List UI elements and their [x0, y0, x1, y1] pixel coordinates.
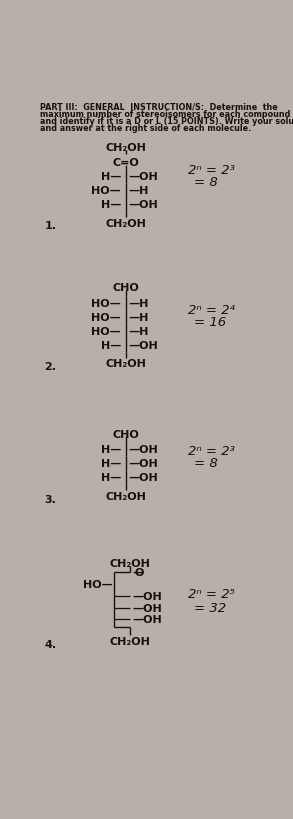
Text: —OH: —OH — [132, 615, 162, 625]
Text: 2ⁿ = 2⁴: 2ⁿ = 2⁴ — [188, 304, 235, 317]
Text: 3.: 3. — [44, 494, 56, 504]
Text: HO—: HO— — [91, 299, 121, 309]
Text: = 8: = 8 — [194, 176, 218, 188]
Text: —OH: —OH — [129, 473, 159, 482]
Text: HO—: HO— — [91, 313, 121, 323]
Text: maximum number of stereoisomers for each compound: maximum number of stereoisomers for each… — [40, 110, 290, 119]
Text: 2.: 2. — [44, 362, 56, 372]
Text: —H: —H — [129, 186, 149, 196]
Text: and answer at the right side of each molecule.: and answer at the right side of each mol… — [40, 124, 251, 133]
Text: O: O — [134, 567, 144, 577]
Text: —: — — [132, 567, 143, 577]
Text: —OH: —OH — [129, 445, 159, 455]
Text: H—: H— — [101, 199, 121, 210]
Text: H—: H— — [101, 473, 121, 482]
Text: 2ⁿ = 2³: 2ⁿ = 2³ — [188, 164, 235, 176]
Text: H—: H— — [101, 459, 121, 468]
Text: —OH: —OH — [129, 172, 159, 182]
Text: CH₂OH: CH₂OH — [105, 143, 146, 153]
Text: CH₂OH: CH₂OH — [105, 491, 146, 501]
Text: —H: —H — [129, 313, 149, 323]
Text: CH₂OH: CH₂OH — [109, 636, 150, 646]
Text: HO—: HO— — [91, 186, 121, 196]
Text: 4.: 4. — [44, 640, 57, 649]
Text: HO—: HO— — [91, 326, 121, 337]
Text: CHO: CHO — [113, 283, 139, 293]
Text: PART III:  GENERAL  INSTRUCTION/S:  Determine  the: PART III: GENERAL INSTRUCTION/S: Determi… — [40, 102, 277, 111]
Text: 2ⁿ = 2⁵: 2ⁿ = 2⁵ — [188, 587, 235, 600]
Text: CH₂OH: CH₂OH — [105, 359, 146, 369]
Text: 1.: 1. — [44, 221, 56, 231]
Text: —H: —H — [129, 326, 149, 337]
Text: = 8: = 8 — [194, 456, 218, 469]
Text: CH₂OH: CH₂OH — [109, 559, 150, 568]
Text: H—: H— — [101, 340, 121, 351]
Text: —OH: —OH — [129, 340, 159, 351]
Text: —OH: —OH — [129, 199, 159, 210]
Text: and identify if it is a D or L (15 POINTS). Write your solution: and identify if it is a D or L (15 POINT… — [40, 117, 293, 126]
Text: HO—: HO— — [83, 579, 113, 590]
Text: = 32: = 32 — [194, 601, 226, 614]
Text: CH₂OH: CH₂OH — [105, 218, 146, 229]
Text: —OH: —OH — [132, 591, 162, 602]
Text: —OH: —OH — [129, 459, 159, 468]
Text: = 16: = 16 — [194, 316, 226, 329]
Text: 2ⁿ = 2³: 2ⁿ = 2³ — [188, 444, 235, 457]
Text: H—: H— — [101, 172, 121, 182]
Text: H—: H— — [101, 445, 121, 455]
Text: —OH: —OH — [132, 603, 162, 613]
Text: —H: —H — [129, 299, 149, 309]
Text: C=O: C=O — [113, 158, 139, 168]
Text: CHO: CHO — [113, 429, 139, 439]
